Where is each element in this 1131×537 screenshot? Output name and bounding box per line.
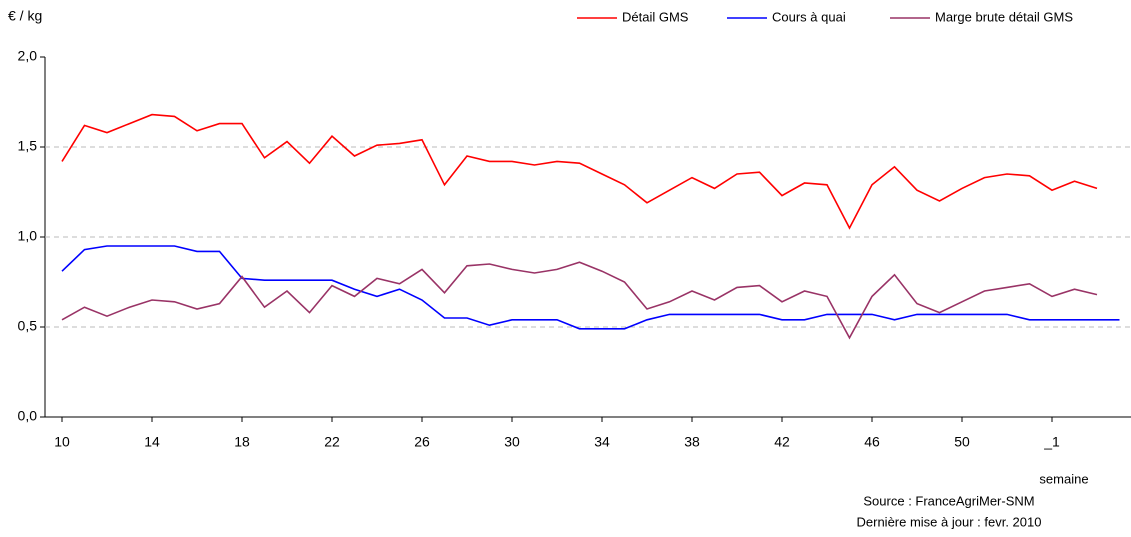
y-tick-label: 0,5	[18, 318, 38, 334]
x-tick-label: 46	[864, 434, 880, 450]
x-tick-label: 26	[414, 434, 430, 450]
source-note: Source : FranceAgriMer-SNM	[863, 493, 1034, 508]
x-axis-label: semaine	[1039, 471, 1088, 486]
x-tick-label: 10	[54, 434, 70, 450]
x-tick-label: 30	[504, 434, 520, 450]
x-tick-label: 34	[594, 434, 610, 450]
x-tick-label: 18	[234, 434, 250, 450]
legend-label: Marge brute détail GMS	[935, 9, 1073, 24]
data-line	[61, 245, 1120, 330]
update-note: Dernière mise à jour : fevr. 2010	[857, 514, 1042, 529]
x-tick-label: 42	[774, 434, 790, 450]
y-tick-label: 0,0	[18, 408, 38, 424]
data-line	[61, 113, 1098, 230]
x-tick-label: 14	[144, 434, 160, 450]
x-tick-label: 50	[954, 434, 970, 450]
legend-label: Détail GMS	[622, 9, 689, 24]
y-tick-label: 2,0	[18, 48, 38, 64]
x-tick-label: 38	[684, 434, 700, 450]
legend-label: Cours à quai	[772, 9, 846, 24]
y-tick-label: 1,0	[18, 228, 38, 244]
y-tick-label: 1,5	[18, 138, 38, 154]
x-tick-label: 22	[324, 434, 340, 450]
data-line	[61, 261, 1098, 340]
y-axis-label: € / kg	[8, 8, 42, 24]
x-tick-label: _1	[1043, 434, 1060, 450]
